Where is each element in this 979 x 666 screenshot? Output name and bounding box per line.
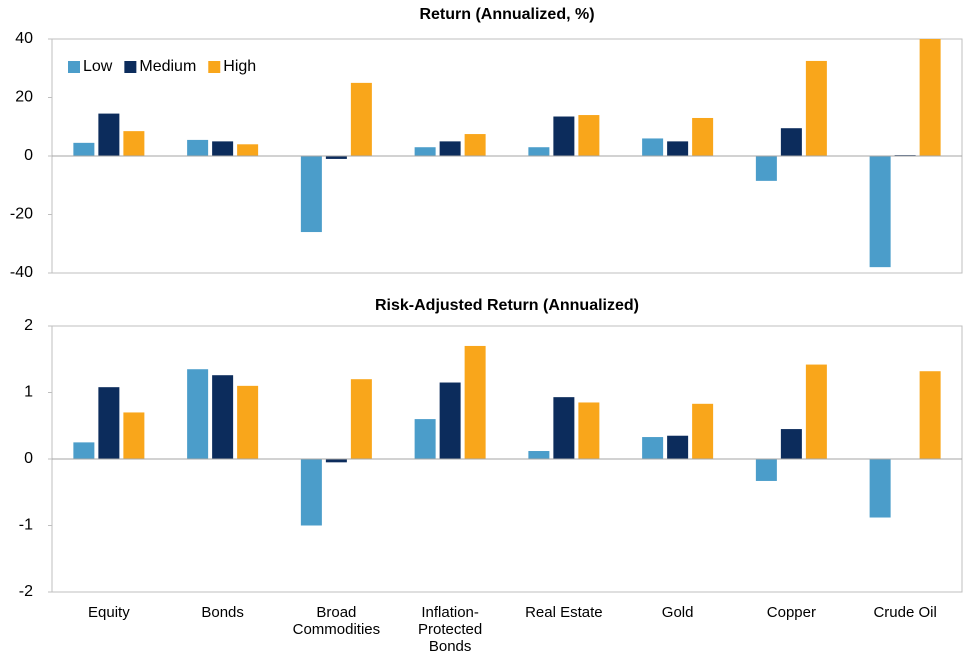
bar [123,131,145,156]
bar [805,364,827,459]
bar [212,141,234,156]
y-tick-label: -1 [19,517,33,534]
bar [528,451,550,459]
y-tick-label: -20 [10,206,33,223]
bar [780,128,802,156]
bar [414,147,436,156]
bar [350,379,372,459]
legend-swatch [124,61,137,73]
bar [780,429,802,459]
y-tick-label: 40 [15,30,33,47]
bar [325,459,347,463]
bar [553,397,575,459]
bar [439,382,461,459]
bar [692,117,714,156]
bar [642,437,664,459]
bar [578,402,600,459]
bar [98,387,120,459]
chart-title: Risk-Adjusted Return (Annualized) [375,297,639,314]
bar [869,156,891,268]
y-tick-label: -2 [19,583,33,600]
bar [187,139,209,156]
bar [667,435,689,459]
bar [553,116,575,156]
bar [578,115,600,156]
x-tick-label: Inflation-Protected Bonds [418,604,483,655]
y-tick-label: 1 [24,384,33,401]
bar [237,385,259,459]
legend-swatch [208,61,221,73]
bar [464,345,486,459]
bar [755,459,777,481]
x-tick-label: Bonds [201,604,244,621]
x-tick-label: Real Estate [525,604,603,621]
chart-title: Return (Annualized, %) [419,6,594,23]
bar [805,60,827,156]
bar [869,459,891,518]
legend-label: High [223,58,256,75]
legend-label: Medium [139,58,196,75]
bar [464,134,486,156]
x-tick-label: Crude Oil [873,604,937,621]
y-tick-label: 20 [15,89,33,106]
bar [300,459,322,526]
bar [98,113,120,156]
x-tick-label: Broad Commodities [292,604,381,638]
bar [528,147,550,156]
y-tick-label: 0 [24,147,33,164]
bar [919,39,941,156]
y-tick-label: -40 [10,264,33,281]
bar [212,375,234,459]
bar [692,403,714,459]
legend-swatch [68,61,80,73]
x-tick-label: Gold [661,604,694,621]
y-tick-label: 2 [24,317,33,334]
y-tick-label: 0 [24,450,33,467]
bar [237,144,259,156]
legend-label: Low [83,58,113,75]
bar [123,412,145,459]
bar [919,371,941,459]
bar [187,369,209,459]
bar [73,442,95,459]
bar [73,142,95,156]
bar [642,138,664,156]
bar [439,141,461,156]
x-tick-label: Equity [88,604,130,621]
bar [414,419,436,459]
bar [350,82,372,156]
bar [325,156,347,159]
bar [300,156,322,233]
x-tick-label: Copper [766,604,816,621]
bar [667,141,689,156]
bar [755,156,777,181]
